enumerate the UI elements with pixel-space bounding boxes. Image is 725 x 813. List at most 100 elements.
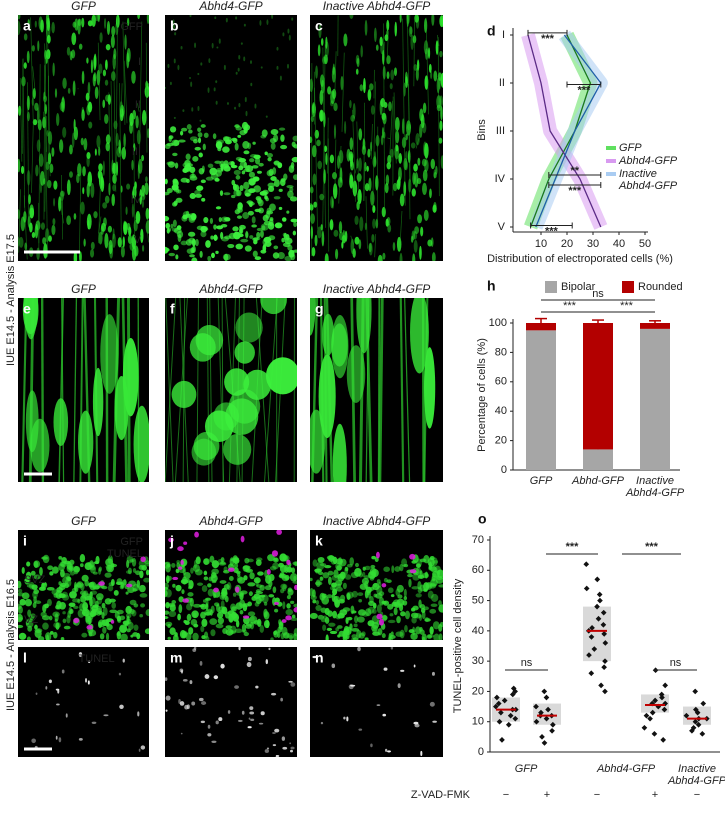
cell-blob — [69, 144, 73, 155]
cell-blob — [235, 243, 244, 250]
cell-blob — [311, 246, 316, 257]
data-point — [493, 703, 499, 710]
cell-blob — [404, 624, 408, 633]
data-point — [602, 658, 608, 664]
cell-blob — [270, 128, 279, 136]
cell-blob — [372, 205, 376, 214]
cell-blob — [66, 215, 71, 226]
cell-blob — [179, 629, 187, 639]
fiber — [18, 189, 21, 253]
cell-blob — [335, 627, 339, 632]
cell-blob — [384, 183, 389, 194]
cell-blob — [338, 231, 344, 241]
cell-blob — [316, 139, 321, 147]
cell-blob — [332, 88, 337, 100]
cell-blob — [104, 79, 109, 86]
cell-blob — [123, 578, 127, 588]
cell-blob — [66, 615, 71, 624]
cell-blob — [61, 669, 65, 674]
cell-blob — [77, 18, 81, 35]
panel-title: GFP — [71, 282, 96, 296]
cell-blob — [92, 585, 100, 590]
cell-blob — [387, 224, 392, 233]
cell-blob — [415, 593, 422, 598]
cell-blob — [281, 237, 285, 243]
cell-blob — [34, 624, 38, 630]
cell-blob — [175, 254, 179, 260]
cell-blob — [61, 556, 67, 564]
cell-blob — [110, 563, 118, 568]
label-line: Inactive — [678, 763, 716, 775]
cell-blob — [213, 87, 216, 92]
cell-blob — [111, 25, 116, 37]
cell-blob — [89, 591, 93, 599]
cell-blob — [274, 728, 280, 733]
y-tick-label: 70 — [472, 534, 484, 546]
cell-blob — [42, 554, 50, 564]
cell-blob — [316, 561, 325, 571]
cell-blob — [103, 217, 107, 227]
cell-blob — [76, 581, 84, 589]
cell-blob — [18, 20, 21, 36]
cell-blob — [431, 671, 435, 676]
cell-blob — [101, 602, 106, 609]
legend-swatch — [545, 281, 557, 293]
overlay-label: GFP — [120, 536, 143, 548]
cell-blob — [168, 610, 177, 618]
cell-blob — [172, 576, 179, 581]
cell-blob — [415, 15, 420, 29]
cell-blob — [138, 748, 141, 752]
cell-blob — [172, 178, 178, 184]
cell-blob — [417, 214, 423, 224]
cell-blob — [32, 602, 37, 609]
cell-blob — [253, 620, 261, 625]
cell-blob — [423, 40, 429, 55]
cell-blob — [67, 576, 72, 582]
cell-blob — [399, 252, 403, 261]
cell-blob — [367, 620, 375, 627]
cell-blob — [86, 182, 90, 198]
cell-blob — [18, 580, 22, 589]
cell-blob — [282, 584, 287, 592]
cell-blob — [386, 579, 392, 584]
cell-blob — [336, 155, 341, 169]
cell-blob — [364, 637, 369, 640]
micrograph — [310, 647, 443, 757]
overlay-label: TUNEL — [79, 653, 115, 665]
cell-blob — [168, 252, 176, 257]
panel-title: Abhd4-GFP — [198, 0, 262, 13]
cell-blob — [399, 563, 404, 572]
y-label: Percentage of cells (%) — [476, 338, 488, 452]
data-point — [651, 731, 658, 737]
cell-blob — [127, 586, 135, 594]
cell-blob — [346, 345, 366, 403]
cell-blob — [25, 571, 32, 578]
cell-blob — [111, 233, 116, 248]
cell-blob — [138, 584, 146, 593]
cell-blob — [193, 138, 198, 144]
data-point — [495, 700, 502, 707]
cell-blob — [357, 592, 364, 597]
cell-blob — [104, 195, 110, 204]
cell-blob — [364, 580, 369, 589]
y-tick-label: III — [496, 125, 505, 137]
fiber — [44, 116, 47, 212]
cell-blob — [429, 188, 432, 199]
x-tick-label: 30 — [587, 238, 599, 250]
cell-blob — [314, 568, 322, 573]
cell-blob — [351, 627, 360, 632]
cell-blob — [210, 629, 216, 637]
cell-blob — [205, 240, 211, 248]
cell-blob — [291, 567, 296, 574]
cell-blob — [253, 185, 262, 193]
cell-blob — [192, 603, 201, 608]
cell-blob — [386, 71, 390, 79]
cell-blob — [96, 135, 101, 149]
cell-blob — [246, 200, 254, 205]
cell-blob — [310, 612, 318, 620]
cell-blob — [131, 557, 137, 567]
cell-blob — [168, 135, 174, 140]
x-tick-label: 50 — [639, 238, 651, 250]
cell-blob — [203, 558, 209, 565]
cell-blob — [41, 581, 48, 589]
